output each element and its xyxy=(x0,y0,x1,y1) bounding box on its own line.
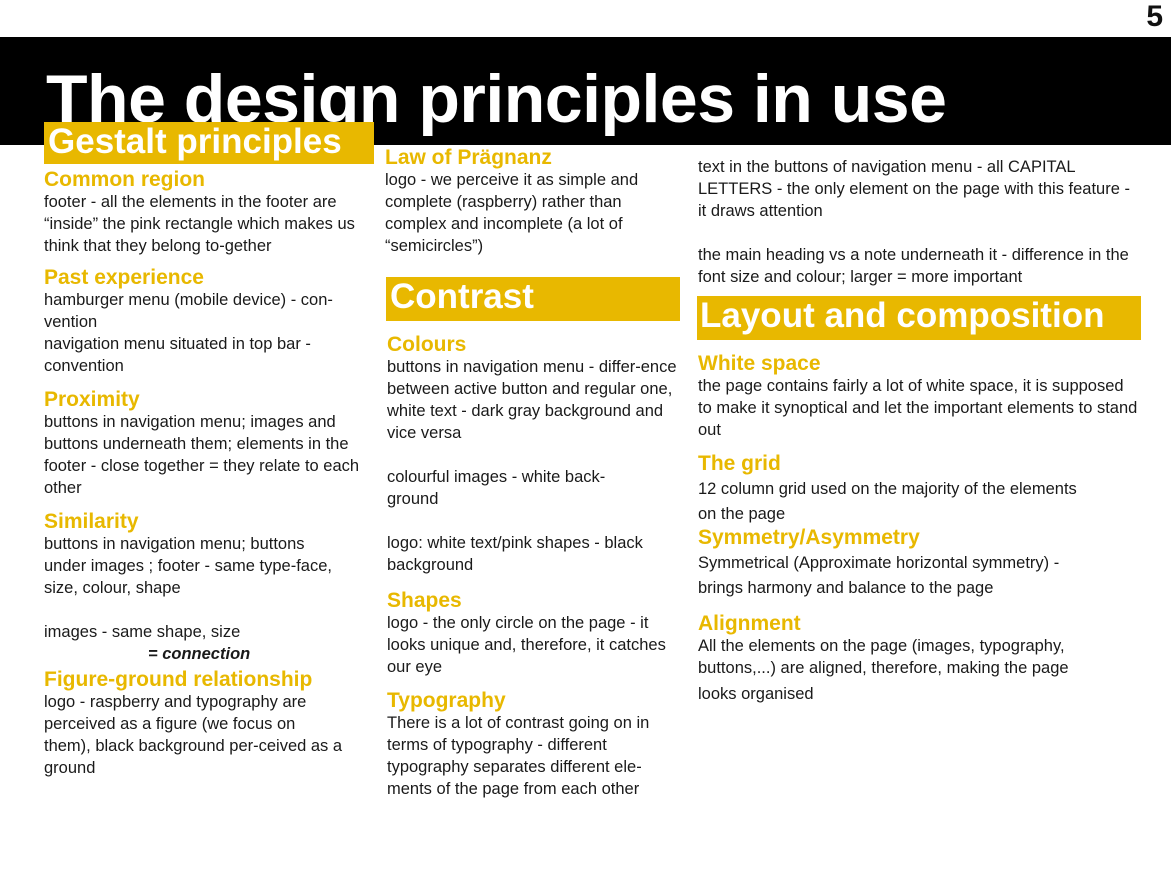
text-grid-2: on the page xyxy=(698,505,786,523)
text-alignment: All the elements on the page (images, ty… xyxy=(698,637,1069,677)
heading-similarity: Similarity xyxy=(44,510,139,533)
text-colours-3: logo: white text/pink shapes - black bac… xyxy=(387,534,643,574)
text-similarity-images: images - same shape, size xyxy=(44,623,241,641)
heading-typography: Typography xyxy=(387,689,506,712)
column-contrast: Colours buttons in navigation menu - dif… xyxy=(387,334,683,800)
heading-figure-ground: Figure-ground relationship xyxy=(44,668,313,691)
text-colours-1: buttons in navigation menu - differ-ence… xyxy=(387,358,677,442)
text-similarity: buttons in navigation menu; buttons unde… xyxy=(44,535,332,597)
page-number: 5 xyxy=(1146,0,1163,33)
heading-proximity: Proximity xyxy=(44,388,140,411)
heading-past-experience: Past experience xyxy=(44,266,204,289)
text-capital-letters: text in the buttons of navigation menu -… xyxy=(698,158,1130,220)
text-pragnanz: logo - we perceive it as simple and comp… xyxy=(385,171,639,255)
page-title: The design principles in use xyxy=(46,61,947,137)
text-main-heading: the main heading vs a note underneath it… xyxy=(698,246,1129,286)
heading-alignment: Alignment xyxy=(698,612,801,635)
text-proximity: buttons in navigation menu; images and b… xyxy=(44,413,360,497)
heading-colours: Colours xyxy=(387,333,467,356)
text-symmetry-2: brings harmony and balance to the page xyxy=(698,579,994,597)
text-symmetry-1: Symmetrical (Approximate horizontal symm… xyxy=(698,554,1060,572)
banner-gestalt: Gestalt principles xyxy=(44,122,374,164)
text-connection: = connection xyxy=(148,645,251,663)
column-gestalt: Common region footer - all the elements … xyxy=(44,169,369,779)
column-right-top: text in the buttons of navigation menu -… xyxy=(698,156,1140,288)
text-past-experience-2: navigation menu situated in top bar - co… xyxy=(44,335,311,375)
heading-shapes: Shapes xyxy=(387,589,462,612)
text-typography: There is a lot of contrast going on in t… xyxy=(387,714,650,798)
text-white-space: the page contains fairly a lot of white … xyxy=(698,377,1138,439)
text-grid-1: 12 column grid used on the majority of t… xyxy=(698,480,1077,498)
heading-white-space: White space xyxy=(698,352,821,375)
heading-pragnanz: Law of Prägnanz xyxy=(385,146,552,169)
banner-contrast: Contrast xyxy=(386,277,680,321)
text-alignment-2: looks organised xyxy=(698,685,814,703)
heading-symmetry: Symmetry/Asymmetry xyxy=(698,526,920,549)
column-pragnanz: Law of Prägnanz logo - we perceive it as… xyxy=(385,147,681,257)
text-common-region: footer - all the elements in the footer … xyxy=(44,193,355,255)
text-shapes: logo - the only circle on the page - it … xyxy=(387,614,666,676)
text-colours-2: colourful images - white back-ground xyxy=(387,468,606,508)
banner-layout: Layout and composition xyxy=(697,296,1141,340)
text-past-experience-1: hamburger menu (mobile device) - con-ven… xyxy=(44,291,333,331)
heading-common-region: Common region xyxy=(44,168,205,191)
text-figure-ground: logo - raspberry and typography are perc… xyxy=(44,693,343,777)
heading-grid: The grid xyxy=(698,452,781,475)
column-layout: White space the page contains fairly a l… xyxy=(698,353,1148,705)
